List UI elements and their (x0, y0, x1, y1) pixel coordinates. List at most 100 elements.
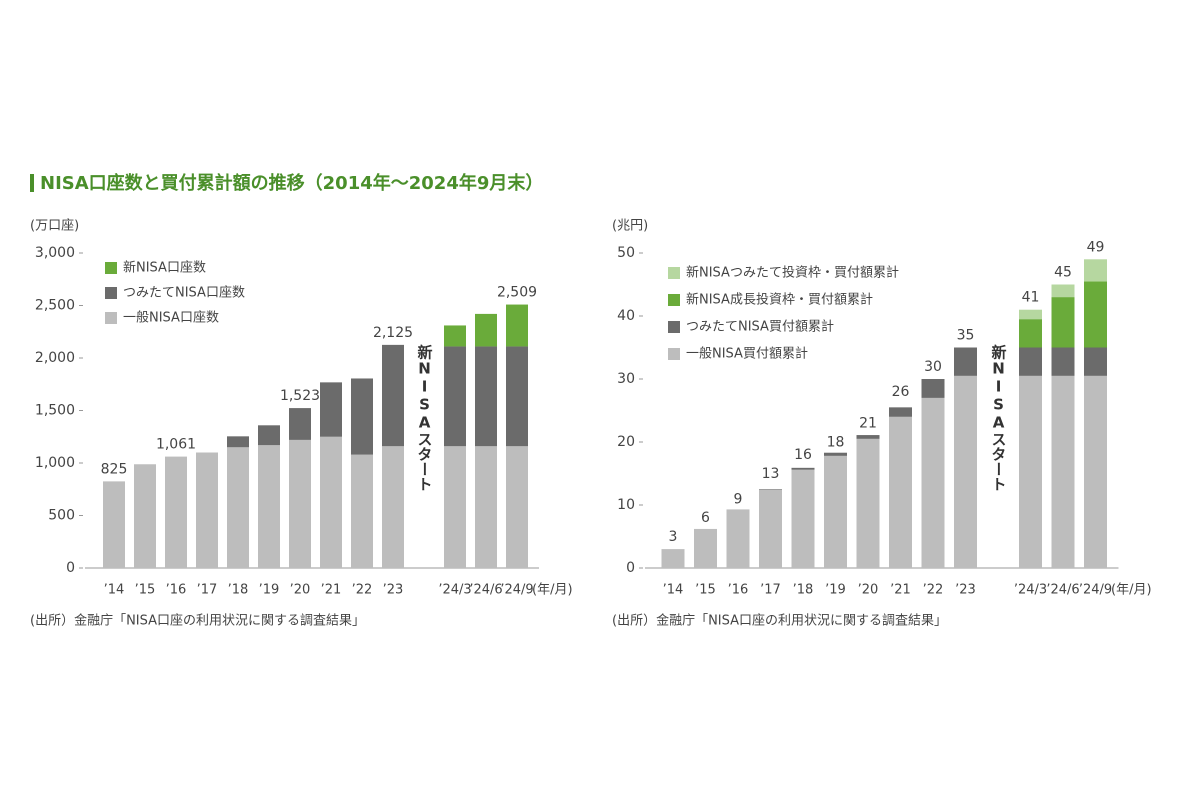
legend-swatch (668, 267, 680, 279)
legend-swatch (105, 262, 117, 274)
total-label: 35 (957, 328, 975, 344)
x-tick-label: ’15 (695, 583, 716, 598)
bar-segment (759, 489, 782, 568)
x-unit-label: (年/月) (532, 583, 573, 598)
y-tick-label: 20 (617, 434, 635, 450)
bar-segment (1084, 347, 1107, 376)
y-tick-label: 500 (48, 508, 75, 524)
bar-segment (759, 489, 782, 490)
bar-segment (1051, 297, 1075, 348)
y-unit-label: (兆円) (612, 219, 648, 234)
y-tick-label: 1,500 (35, 403, 75, 419)
y-tick-label: 1,000 (35, 455, 75, 471)
bar-segment (856, 435, 880, 439)
bar-segment (382, 446, 404, 568)
title-marker (30, 174, 34, 192)
x-tick-label: ’23 (955, 583, 976, 598)
total-label: 1,061 (156, 437, 196, 453)
bar-segment (475, 346, 497, 447)
y-tick-label: 3,000 (35, 245, 75, 261)
bar-segment (1084, 259, 1107, 282)
bar-segment (475, 446, 497, 568)
bar-segment (444, 325, 466, 347)
x-tick-label: ’19 (825, 583, 846, 598)
x-tick-label: ’21 (890, 583, 911, 598)
bar-segment (351, 454, 373, 568)
total-label: 2,509 (497, 285, 537, 301)
x-tick-label: ’24/6 (1046, 583, 1079, 598)
bar-segment (954, 347, 977, 376)
x-unit-label: (年/月) (1111, 583, 1152, 598)
annotation: 新NISAスタート (990, 344, 1008, 492)
bar-segment (258, 425, 280, 446)
bar-segment (320, 436, 342, 568)
total-label: 41 (1022, 290, 1040, 306)
source-note: (出所）金融庁「NISA口座の利用状況に関する調査結果」 (612, 613, 947, 629)
x-tick-label: ’17 (760, 583, 781, 598)
total-label: 30 (924, 359, 942, 375)
y-tick-label: 2,000 (35, 350, 75, 366)
legend-label: つみたてNISA口座数 (123, 286, 245, 301)
bar-segment (320, 382, 342, 437)
x-tick-label: ’24/9 (500, 583, 533, 598)
total-label: 3 (669, 529, 678, 545)
bar-segment (1019, 347, 1042, 376)
bar-segment (889, 416, 912, 568)
x-tick-label: ’17 (197, 583, 218, 598)
annotation: 新NISAスタート (416, 344, 434, 492)
bar-segment (258, 445, 280, 568)
x-tick-label: ’22 (923, 583, 944, 598)
bar-segment (444, 346, 466, 447)
y-tick-label: 10 (617, 497, 635, 513)
y-tick-label: 0 (626, 560, 635, 576)
x-tick-label: ’22 (352, 583, 373, 598)
bar-segment (444, 446, 466, 568)
bar-segment (506, 304, 528, 347)
bar-segment (1084, 375, 1107, 568)
y-unit-label: (万口座) (30, 219, 79, 234)
x-tick-label: ’19 (259, 583, 280, 598)
bar-segment (1084, 281, 1107, 348)
bar-segment (856, 438, 880, 568)
bar-segment (351, 378, 373, 455)
total-label: 2,125 (373, 325, 413, 341)
bar-segment (227, 436, 249, 448)
bar-segment (165, 456, 187, 568)
bar-segment (791, 467, 815, 470)
legend-label: 新NISAつみたて投資枠・買付額累計 (686, 265, 899, 281)
x-tick-label: ’24/3 (1014, 583, 1047, 598)
bar-segment (1019, 319, 1042, 348)
bar-segment (921, 397, 945, 568)
x-tick-label: ’23 (383, 583, 404, 598)
bar-segment (475, 313, 497, 347)
bar-segment (382, 344, 404, 447)
y-tick-label: 50 (617, 245, 635, 261)
legend-swatch (105, 287, 117, 299)
bar-segment (196, 452, 218, 568)
bar-segment (506, 346, 528, 447)
bar-segment (1019, 375, 1042, 568)
bar-segment (694, 528, 717, 568)
bar-segment (889, 407, 912, 417)
bar-segment (824, 455, 847, 568)
x-tick-label: ’15 (135, 583, 156, 598)
total-label: 26 (892, 384, 910, 400)
legend-label: 新NISA口座数 (123, 260, 206, 276)
bar-segment (506, 446, 528, 568)
total-label: 825 (101, 461, 128, 477)
total-label: 18 (827, 435, 845, 451)
total-label: 13 (762, 466, 780, 482)
bar-segment (1019, 309, 1042, 320)
x-tick-label: ’18 (793, 583, 814, 598)
bar-segment (289, 439, 311, 568)
total-label: 45 (1054, 265, 1072, 281)
x-tick-label: ’21 (321, 583, 342, 598)
x-tick-label: ’14 (663, 583, 684, 598)
bar-segment (103, 481, 125, 568)
bar-segment (134, 464, 156, 568)
legend-swatch (105, 312, 117, 324)
bar-segment (824, 452, 847, 456)
total-label: 21 (859, 416, 877, 432)
x-tick-label: ’14 (104, 583, 125, 598)
